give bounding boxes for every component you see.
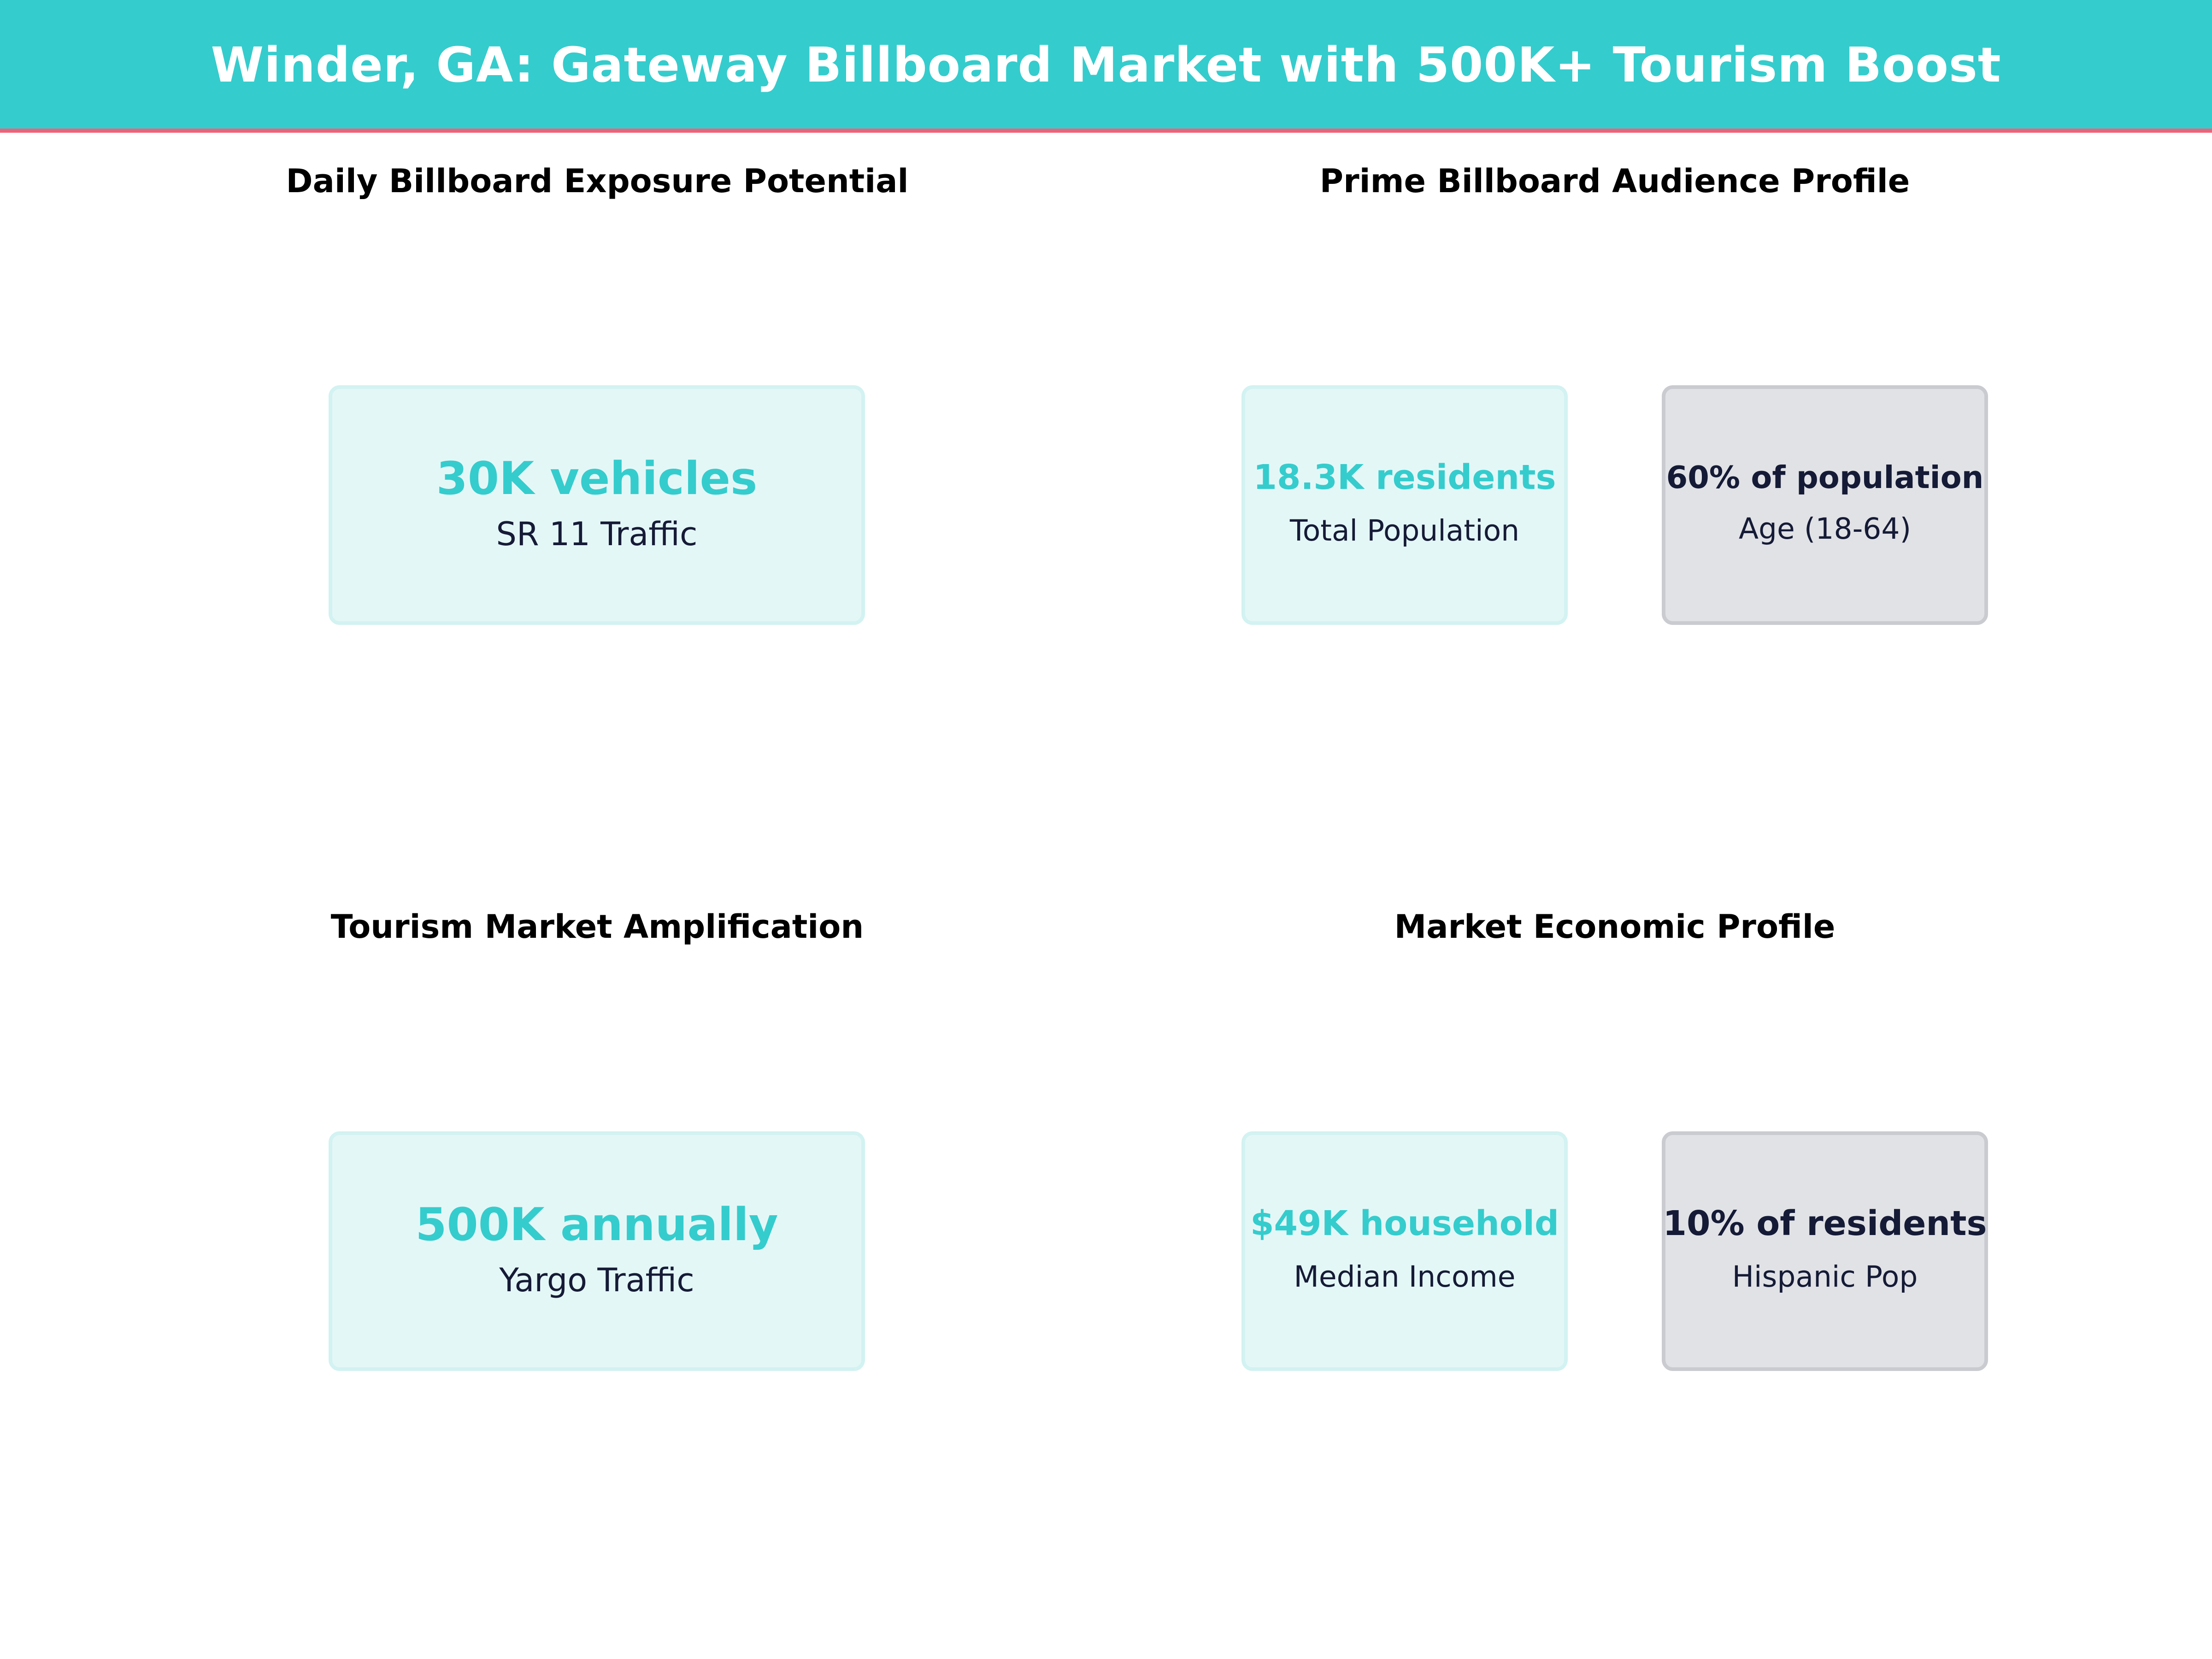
- metric-value: 60% of population: [1666, 459, 1984, 495]
- metric-card-sr11-traffic: 30K vehicles SR 11 Traffic: [329, 385, 865, 625]
- metric-card-yargo-traffic: 500K annually Yargo Traffic: [329, 1131, 865, 1371]
- metric-value: 500K annually: [415, 1199, 778, 1251]
- metric-label: Hispanic Pop: [1732, 1259, 1918, 1294]
- metric-card-total-population: 18.3K residents Total Population: [1241, 385, 1568, 625]
- metric-label: Yargo Traffic: [499, 1261, 694, 1299]
- metric-value: 10% of residents: [1663, 1203, 1987, 1243]
- panel-title-exposure: Daily Billboard Exposure Potential: [286, 162, 909, 200]
- metric-label: Total Population: [1289, 513, 1520, 547]
- metric-label: Age (18-64): [1738, 512, 1912, 546]
- metric-value: 30K vehicles: [436, 453, 758, 505]
- metric-label: SR 11 Traffic: [496, 515, 698, 553]
- metric-card-median-income: $49K household Median Income: [1241, 1131, 1568, 1371]
- metric-value: $49K household: [1250, 1203, 1559, 1243]
- metric-card-hispanic-population: 10% of residents Hispanic Pop: [1662, 1131, 1988, 1371]
- metric-label: Median Income: [1294, 1259, 1516, 1294]
- page-title: Winder, GA: Gateway Billboard Market wit…: [211, 36, 2001, 93]
- panel-title-audience: Prime Billboard Audience Profile: [1319, 162, 1910, 200]
- header-banner: Winder, GA: Gateway Billboard Market wit…: [0, 0, 2212, 129]
- header-accent-line: [0, 129, 2212, 133]
- metric-card-working-age: 60% of population Age (18-64): [1662, 385, 1988, 625]
- panel-title-tourism: Tourism Market Amplification: [330, 908, 864, 946]
- metric-value: 18.3K residents: [1253, 457, 1556, 497]
- panel-title-economic: Market Economic Profile: [1394, 908, 1835, 946]
